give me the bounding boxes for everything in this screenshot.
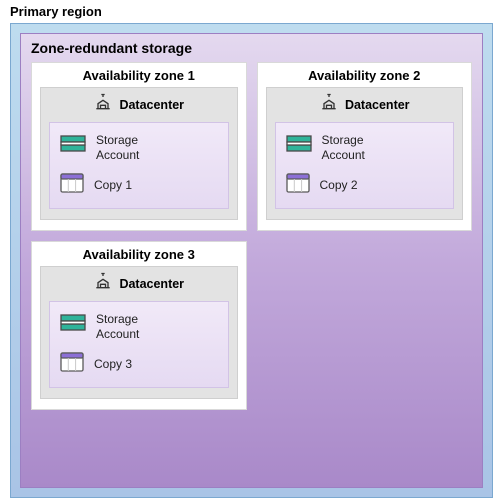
copy-icon xyxy=(286,173,310,198)
primary-region-box: Zone-redundant storage Availability zone… xyxy=(10,23,493,498)
zrs-title: Zone-redundant storage xyxy=(31,40,472,56)
datacenter-box: Datacenter Storage Account xyxy=(40,266,238,399)
copy-icon xyxy=(60,173,84,198)
datacenter-label: Datacenter xyxy=(119,98,184,112)
datacenter-header: Datacenter xyxy=(49,271,229,296)
datacenter-label: Datacenter xyxy=(119,277,184,291)
datacenter-header: Datacenter xyxy=(275,92,455,117)
datacenter-inner: Storage Account Copy 2 xyxy=(275,122,455,209)
zrs-box: Zone-redundant storage Availability zone… xyxy=(20,33,483,488)
datacenter-box: Datacenter Storage Account xyxy=(266,87,464,220)
copy-row: Copy 2 xyxy=(286,173,444,198)
storage-account-icon xyxy=(286,135,312,162)
datacenter-box: Datacenter Storage Account xyxy=(40,87,238,220)
datacenter-header: Datacenter xyxy=(49,92,229,117)
copy-label: Copy 1 xyxy=(94,178,132,193)
storage-account-row: Storage Account xyxy=(60,312,218,342)
copy-row: Copy 3 xyxy=(60,352,218,377)
primary-region: Primary region Zone-redundant storage Av… xyxy=(0,0,503,501)
datacenter-inner: Storage Account Copy 1 xyxy=(49,122,229,209)
storage-account-row: Storage Account xyxy=(60,133,218,163)
storage-account-icon xyxy=(60,135,86,162)
copy-label: Copy 2 xyxy=(320,178,358,193)
availability-zone: Availability zone 3 Datacenter xyxy=(31,241,247,410)
storage-account-label: Storage Account xyxy=(96,312,139,342)
storage-account-row: Storage Account xyxy=(286,133,444,163)
availability-zone: Availability zone 1 Datacenter xyxy=(31,62,247,231)
datacenter-icon xyxy=(93,92,113,117)
storage-account-label: Storage Account xyxy=(96,133,139,163)
zones-grid: Availability zone 1 Datacenter xyxy=(31,62,472,410)
datacenter-icon xyxy=(319,92,339,117)
zone-title: Availability zone 1 xyxy=(40,68,238,83)
copy-icon xyxy=(60,352,84,377)
datacenter-icon xyxy=(93,271,113,296)
copy-row: Copy 1 xyxy=(60,173,218,198)
datacenter-inner: Storage Account Copy 3 xyxy=(49,301,229,388)
datacenter-label: Datacenter xyxy=(345,98,410,112)
primary-region-title: Primary region xyxy=(10,4,493,19)
zone-title: Availability zone 2 xyxy=(266,68,464,83)
storage-account-label: Storage Account xyxy=(322,133,365,163)
copy-label: Copy 3 xyxy=(94,357,132,372)
storage-account-icon xyxy=(60,314,86,341)
zone-title: Availability zone 3 xyxy=(40,247,238,262)
availability-zone: Availability zone 2 Datacenter xyxy=(257,62,473,231)
